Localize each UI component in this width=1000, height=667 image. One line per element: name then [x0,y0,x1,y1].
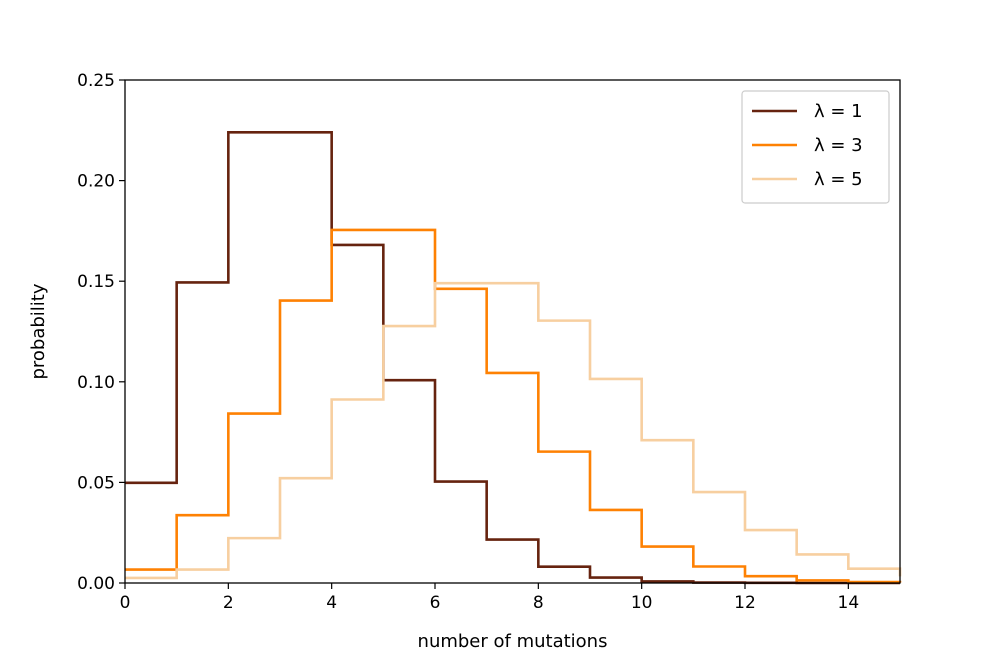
x-tick-label: 10 [631,593,653,613]
x-axis-label: number of mutations [418,631,608,652]
legend-label-1: λ = 1 [814,101,863,122]
series-line-3 [125,281,902,580]
plot-frame [124,79,901,584]
y-tick-label: 0.15 [77,272,115,292]
y-tick-label: 0.05 [77,473,115,493]
y-axis-label: probability [28,283,49,379]
series-line-2 [125,228,902,584]
legend: λ = 1 λ = 3 λ = 5 [741,90,890,204]
y-tick-label: 0.20 [77,172,115,192]
legend-label-2: λ = 3 [814,135,863,156]
x-tick-label: 4 [326,593,337,613]
y-tick-label: 0.25 [77,71,115,91]
x-tick-label: 0 [120,593,131,613]
y-tick-label: 0.00 [77,574,115,594]
y-tick-label: 0.10 [77,373,115,393]
x-tick-label: 2 [223,593,234,613]
x-tick-label: 6 [430,593,441,613]
x-tick-label: 8 [533,593,544,613]
legend-label-3: λ = 5 [814,169,863,190]
axes: 0 2 4 6 8 10 12 14 0.00 0.05 0.10 0.15 0.20 0.25 [77,71,859,613]
x-tick-label: 14 [838,593,860,613]
x-tick-label: 12 [734,593,756,613]
legend-box [741,90,890,204]
